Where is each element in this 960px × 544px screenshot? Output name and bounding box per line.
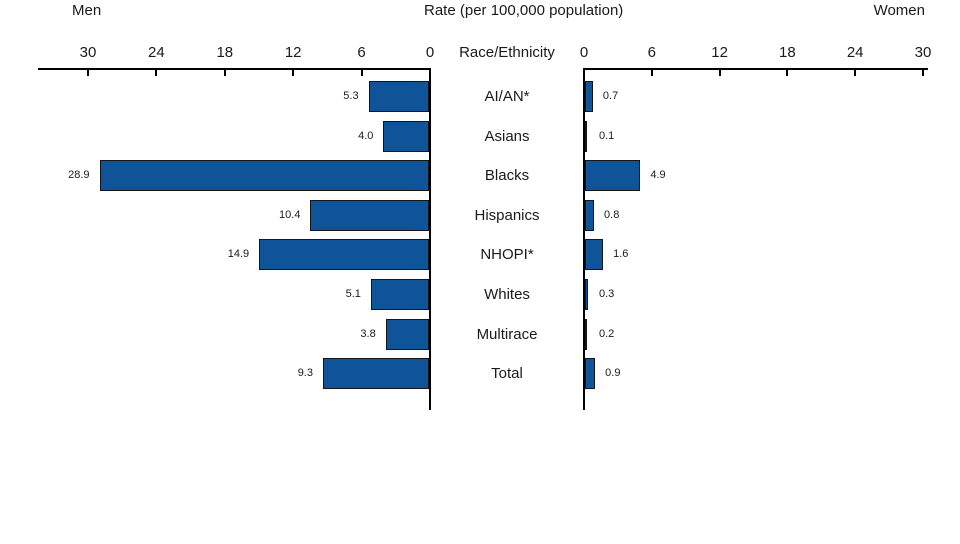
category-label: Blacks — [484, 167, 530, 185]
women-value-label: 0.3 — [599, 288, 615, 300]
women-value-label: 0.7 — [602, 90, 619, 102]
men-bar — [385, 318, 429, 350]
men-zero-baseline — [429, 68, 431, 410]
men-bar — [259, 239, 429, 271]
men-axis-tick — [223, 70, 226, 76]
men-value-label: 5.1 — [345, 288, 361, 300]
women-bar — [585, 358, 596, 390]
women-value-label: 4.9 — [650, 169, 666, 182]
men-series-label: Men — [72, 2, 102, 19]
women-value-label: 0.9 — [605, 367, 621, 380]
men-axis-tick — [87, 70, 89, 76]
category-label: Total — [491, 365, 523, 383]
men-value-label: 4.0 — [358, 129, 374, 142]
men-bar — [368, 81, 429, 112]
men-value-label: 3.8 — [360, 327, 376, 340]
women-zero-baseline — [583, 68, 585, 410]
men-axis-tick-label: 18 — [216, 44, 234, 61]
category-label: Hispanics — [474, 206, 540, 224]
category-label: AI/AN* — [484, 88, 530, 105]
chart-title: Rate (per 100,000 population) — [424, 2, 624, 19]
men-value-label: 14.9 — [227, 248, 250, 261]
women-axis-tick-label: 18 — [779, 44, 796, 61]
men-value-label: 5.3 — [343, 90, 359, 102]
women-bar — [585, 81, 593, 112]
women-axis-tick — [922, 70, 924, 76]
women-axis-tick-label: 0 — [579, 44, 589, 61]
women-axis-tick-label: 6 — [647, 44, 656, 61]
men-bar — [383, 120, 429, 152]
men-bar — [310, 199, 429, 231]
men-bar — [370, 279, 429, 310]
women-bar — [585, 199, 595, 231]
category-label: NHOPI* — [480, 246, 534, 264]
women-axis-line — [583, 68, 928, 70]
women-bar — [585, 160, 641, 192]
category-label: Multirace — [476, 325, 538, 343]
men-axis-tick-label: 30 — [79, 44, 97, 61]
category-label: Whites — [484, 286, 530, 303]
men-axis-tick-label: 24 — [148, 44, 165, 61]
women-axis-tick-label: 30 — [914, 44, 932, 61]
men-bar — [99, 160, 429, 192]
women-bar — [585, 239, 604, 271]
women-axis-tick — [650, 70, 653, 76]
men-value-label: 10.4 — [279, 208, 301, 221]
women-value-label: 0.2 — [599, 327, 615, 340]
men-axis-tick — [360, 70, 363, 76]
women-bar — [585, 279, 589, 310]
men-axis-tick — [292, 70, 295, 76]
men-axis-tick — [155, 70, 158, 76]
category-label: Asians — [484, 127, 530, 145]
women-axis-tick — [786, 70, 789, 76]
women-axis-tick-label: 12 — [711, 44, 728, 61]
men-axis-tick-label: 12 — [284, 44, 302, 61]
women-value-label: 0.1 — [599, 129, 615, 142]
women-value-label: 1.6 — [613, 248, 629, 261]
women-series-label: Women — [873, 2, 925, 19]
men-value-label: 9.3 — [297, 367, 313, 380]
women-bar — [585, 120, 587, 152]
women-value-label: 0.8 — [604, 208, 620, 221]
women-axis-tick — [718, 70, 721, 76]
men-value-label: 28.9 — [68, 169, 90, 182]
race-ethnicity-axis-label: Race/Ethnicity — [459, 44, 555, 61]
women-axis-tick — [854, 70, 857, 76]
men-axis-tick-label: 0 — [425, 44, 435, 61]
men-axis-line — [38, 68, 431, 70]
women-bar — [585, 318, 588, 350]
men-axis-tick-label: 6 — [357, 44, 366, 61]
women-axis-tick-label: 24 — [846, 44, 864, 61]
men-bar — [322, 358, 429, 390]
